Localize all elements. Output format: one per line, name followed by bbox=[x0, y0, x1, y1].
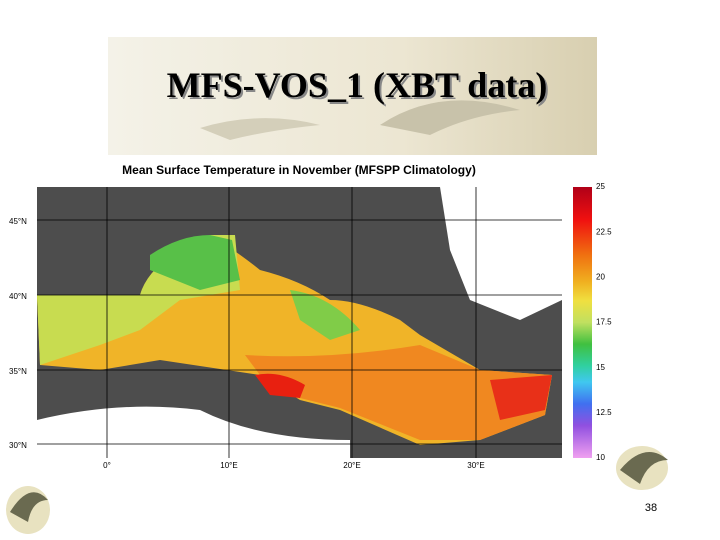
colorbar bbox=[573, 187, 592, 458]
logo-right bbox=[616, 446, 668, 490]
lat-label: 35°N bbox=[9, 367, 27, 376]
lat-label: 30°N bbox=[9, 441, 27, 450]
colorbar-label: 17.5 bbox=[596, 318, 612, 327]
slide-title: MFS-VOS_1 (XBT data) bbox=[167, 65, 548, 105]
colorbar-label: 10 bbox=[596, 453, 605, 462]
banner bbox=[108, 37, 597, 155]
lon-label: 20°E bbox=[343, 461, 360, 470]
lon-label: 30°E bbox=[467, 461, 484, 470]
lon-label: 10°E bbox=[220, 461, 237, 470]
sea-region bbox=[290, 290, 360, 340]
colorbar-label: 12.5 bbox=[596, 408, 612, 417]
colorbar-label: 22.5 bbox=[596, 227, 612, 236]
sea-region bbox=[490, 375, 552, 420]
sea-region bbox=[150, 235, 240, 290]
lat-label: 45°N bbox=[9, 217, 27, 226]
page-number: 38 bbox=[645, 502, 657, 514]
banner-bird bbox=[380, 100, 520, 135]
sea-region bbox=[245, 345, 552, 440]
lon-label: 0° bbox=[103, 461, 111, 470]
land-white bbox=[37, 406, 350, 458]
map-title: Mean Surface Temperature in November (MF… bbox=[122, 163, 476, 177]
logo-left bbox=[6, 486, 50, 534]
lat-label: 40°N bbox=[9, 292, 27, 301]
colorbar-label: 20 bbox=[596, 272, 605, 281]
colorbar-label: 15 bbox=[596, 363, 605, 372]
banner-bird bbox=[200, 118, 320, 140]
colorbar-label: 25 bbox=[596, 182, 605, 191]
sea-region bbox=[255, 373, 305, 398]
title-shadow: MFS-VOS_1 (XBT data) bbox=[169, 67, 550, 107]
